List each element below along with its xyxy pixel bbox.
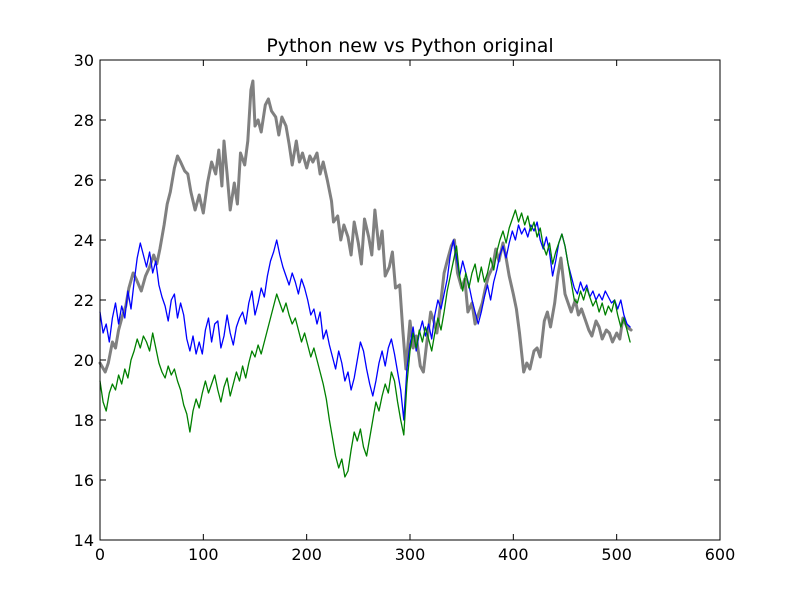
x-tick-label: 100 <box>188 545 219 564</box>
y-tick-label: 26 <box>74 171 94 190</box>
y-tick-label: 24 <box>74 231 94 250</box>
series-layer <box>98 79 633 478</box>
y-tick-label: 16 <box>74 471 94 490</box>
series-line-2 <box>99 221 631 421</box>
x-tick-label: 0 <box>95 545 105 564</box>
x-tick-label: 400 <box>498 545 529 564</box>
y-tick-label: 18 <box>74 411 94 430</box>
ticks-layer: 0 100 200 300 400 500 600 14 16 18 20 22 24 26 28 30 <box>74 51 736 564</box>
series-line-1 <box>98 79 633 374</box>
x-tick-label: 300 <box>395 545 426 564</box>
y-tick-label: 14 <box>74 531 94 550</box>
chart-title: Python new vs Python original <box>266 35 553 57</box>
y-tick-label: 22 <box>74 291 94 310</box>
plot-frame <box>99 59 721 541</box>
x-tick-label: 500 <box>601 545 632 564</box>
y-tick-label: 20 <box>74 351 94 370</box>
series-line-3 <box>99 209 631 478</box>
y-tick-label: 28 <box>74 111 94 130</box>
y-tick-label: 30 <box>74 51 94 70</box>
x-tick-label: 200 <box>291 545 322 564</box>
x-tick-label: 600 <box>705 545 736 564</box>
